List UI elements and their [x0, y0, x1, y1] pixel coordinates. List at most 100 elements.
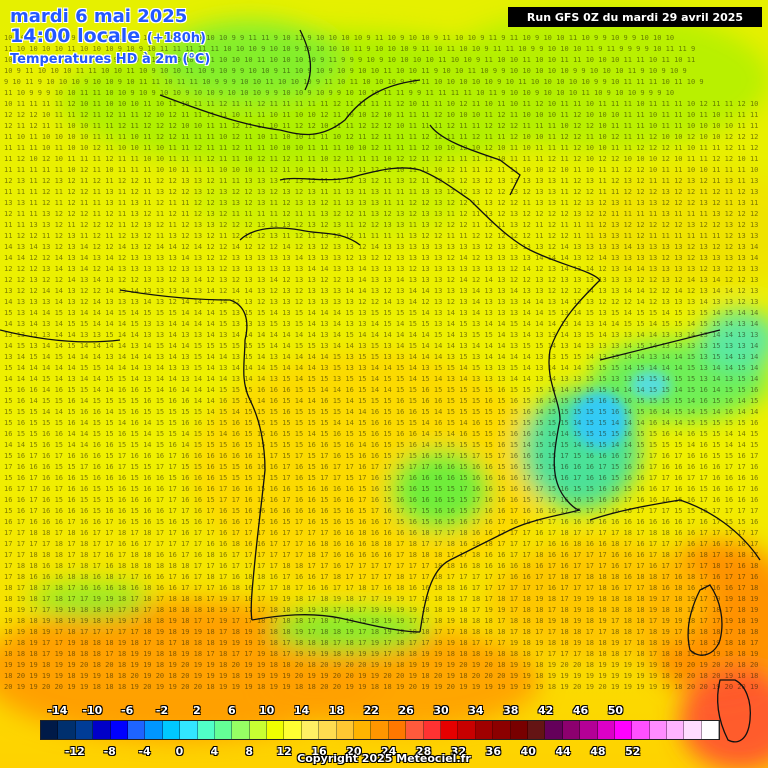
scale-label-bottom: 48: [590, 745, 606, 758]
svg-text:15 13 14 14 15 13 14 14 14 15: 15 13 14 14 15 13 14 14 14 15 14 15 15 1…: [4, 309, 758, 317]
svg-text:11 11 11 12 11 12 12 11 13 11: 11 11 11 12 11 12 12 11 13 11 12 11 13 1…: [4, 188, 758, 196]
scale-swatch: [145, 721, 163, 739]
svg-text:16 17 17 16 17 16 16 15 15 16: 16 17 17 16 17 16 16 15 15 16 15 16 16 1…: [4, 485, 758, 493]
scale-swatch: [354, 721, 372, 739]
scale-label-bottom: 28: [415, 745, 432, 758]
svg-text:10 11 11 11 11 12 10 11 10 10: 10 11 11 11 11 12 10 11 10 10 10 11 10 1…: [4, 100, 758, 108]
svg-text:14 13 14 13 14 15 15 14 14 14: 14 13 14 13 14 15 15 14 14 14 15 13 13 1…: [4, 320, 758, 328]
scale-swatch: [684, 721, 702, 739]
svg-text:12 11 11 13 12 12 12 11 12 11: 12 11 11 13 12 12 12 11 12 11 13 12 11 1…: [4, 210, 758, 218]
scale-swatch: [371, 721, 389, 739]
svg-text:17 18 19 17 17 19 18 18 18 19: 17 18 19 17 17 19 18 18 18 19 18 17 18 1…: [4, 639, 758, 647]
scale-label-top: 30: [433, 704, 449, 717]
svg-text:18 19 17 17 19 19 18 18 19 17: 18 19 17 17 19 19 18 18 19 17 18 17 18 1…: [4, 606, 758, 614]
scale-label-bottom: 4: [210, 745, 219, 758]
scale-swatch: [527, 721, 546, 739]
scale-swatch: [249, 721, 268, 739]
scale-swatch: [336, 721, 355, 739]
scale-swatch: [701, 721, 720, 739]
svg-text:14 13 13 13 14 13 12 14 13 13: 14 13 13 13 14 13 12 14 13 13 13 14 13 1…: [4, 298, 758, 306]
scale-swatch: [58, 721, 76, 739]
scale-swatch: [423, 721, 441, 739]
svg-text:16 15 15 16 16 14 14 15 15 16: 16 15 15 16 16 14 14 15 15 16 15 14 15 1…: [4, 430, 758, 438]
svg-text:11 10 9 9 9 10 10 11 11 10 10: 11 10 9 9 9 10 10 11 11 10 10 9 10 9 10 …: [4, 89, 674, 97]
scale-swatch: [562, 721, 581, 739]
scale-swatch: [267, 721, 285, 739]
scale-label-top: 42: [537, 704, 554, 717]
scale-swatch: [493, 721, 511, 739]
svg-text:14 14 15 16 15 14 14 16 16 15: 14 14 15 16 15 14 14 16 16 15 15 14 15 1…: [4, 441, 758, 449]
field-name: Temperatures HD à 2m (°C): [10, 51, 211, 67]
scale-swatch: [632, 721, 650, 739]
svg-text:14 13 14 13 12 13 14 12 12 14: 14 13 14 13 12 13 14 12 12 14 13 12 14 1…: [4, 243, 758, 251]
scale-swatch: [388, 721, 407, 739]
svg-text:18 17 18 17 18 17 16 16 16 18: 18 17 18 17 18 17 16 16 16 18 16 18 16 1…: [4, 584, 758, 592]
svg-text:15 14 14 14 14 14 15 15 14 14: 15 14 14 14 14 14 15 15 14 14 14 13 14 1…: [4, 364, 758, 372]
svg-text:19 19 19 18 19 19 20 18 20 18: 19 19 19 18 19 19 20 18 20 18 19 19 18 1…: [4, 661, 758, 669]
scale-label-bottom: 20: [346, 745, 362, 758]
svg-text:13 12 12 14 14 13 12 12 14 13: 13 12 12 14 14 13 12 12 14 13 14 13 13 1…: [4, 287, 758, 295]
scale-label-top: -10: [82, 704, 103, 717]
scale-swatch: [41, 721, 59, 739]
scale-swatch: [214, 721, 233, 739]
scale-label-top: -6: [121, 704, 134, 717]
svg-text:12 12 13 12 12 14 13 14 13 12: 12 12 13 12 12 14 13 14 13 12 12 13 13 1…: [4, 276, 758, 284]
scale-label-top: 46: [572, 704, 589, 717]
scale-label-top: 10: [259, 704, 275, 717]
scale-swatch: [232, 721, 250, 739]
scale-label-top: -14: [47, 704, 68, 717]
svg-text:14 14 12 12 14 13 14 13 14 12: 14 14 12 12 14 13 14 13 14 12 13 13 13 1…: [4, 254, 758, 262]
svg-text:10 10 9 9 10 10 9 11 10 10 10: 10 10 9 9 10 10 9 11 10 10 10 11 10 9 10…: [4, 34, 674, 42]
scale-label-top: 6: [227, 704, 236, 717]
scale-label-bottom: 24: [381, 745, 397, 758]
scale-label-bottom: 52: [625, 745, 641, 758]
svg-text:17 18 16 16 16 18 18 16 18 17: 17 18 16 16 16 18 18 16 18 17 17 16 16 1…: [4, 573, 758, 581]
scale-swatch: [440, 721, 459, 739]
scale-swatch: [510, 721, 528, 739]
svg-text:11 11 11 10 11 10 10 12 11 10: 11 11 11 10 11 10 10 12 11 10 10 11 10 1…: [4, 144, 758, 152]
scale-label-bottom: 44: [555, 745, 571, 758]
svg-text:13 13 15 13 14 14 13 13 15 14: 13 13 15 13 14 14 13 13 15 14 14 13 13 1…: [4, 331, 758, 339]
svg-text:13 14 15 14 15 14 14 14 13 14: 13 14 15 14 15 14 14 14 13 14 14 14 13 1…: [4, 353, 758, 361]
scale-swatch: [75, 721, 94, 739]
scale-label-bottom: 40: [520, 745, 536, 758]
scale-swatch: [458, 721, 476, 739]
scale-label-top: 22: [363, 704, 379, 717]
svg-text:12 12 12 10 11 11 12 11 12 11: 12 12 12 10 11 11 12 11 12 11 11 12 10 1…: [4, 111, 758, 119]
svg-text:11 10 10 10 10 11 10 10 10 9 1: 11 10 10 10 10 11 10 10 10 9 10 9 10 11 …: [4, 45, 695, 53]
scale-swatch: [667, 721, 685, 739]
svg-text:14 15 13 14 14 15 14 14 14 14: 14 15 13 14 14 15 14 14 14 14 13 14 15 1…: [4, 342, 758, 350]
svg-text:17 17 18 18 18 17 18 17 16 17: 17 17 18 18 18 17 18 17 16 17 18 18 16 1…: [4, 551, 758, 559]
scale-label-bottom: -12: [64, 745, 85, 758]
svg-text:15 16 14 15 15 16 14 15 15 15: 15 16 14 15 15 16 14 15 15 15 15 16 15 1…: [4, 397, 758, 405]
scale-swatch: [580, 721, 598, 739]
svg-text:15 16 16 14 16 15 15 14 14 16: 15 16 16 14 16 15 15 14 14 16 16 15 14 1…: [4, 386, 758, 394]
run-info-badge: Run GFS 0Z du mardi 29 avril 2025: [508, 7, 762, 27]
coastlines-borders: [0, 29, 761, 743]
scale-label-top: 18: [328, 704, 345, 717]
scale-label-bottom: 0: [175, 745, 184, 758]
svg-text:15 16 15 15 15 16 14 15 15 14: 15 16 15 15 15 16 14 15 15 14 16 14 15 1…: [4, 419, 758, 427]
scale-swatch: [649, 721, 668, 739]
temperature-color-scale: [40, 720, 720, 740]
svg-text:16 16 17 16 15 16 15 15 15 16: 16 16 17 16 15 16 15 15 15 16 16 16 17 1…: [4, 496, 758, 504]
scale-swatch: [110, 721, 128, 739]
scale-swatch: [197, 721, 215, 739]
scale-swatch: [475, 721, 494, 739]
svg-text:17 17 18 18 17 18 16 17 17 18: 17 17 18 18 17 18 16 17 17 18 17 18 17 1…: [4, 529, 758, 537]
copyright-text: Copyright 2025 Meteociel.fr: [297, 752, 471, 765]
scale-label-top: 38: [503, 704, 519, 717]
svg-text:18 20 19 19 19 18 19 19 18 18: 18 20 19 19 19 18 19 19 18 18 20 19 20 1…: [4, 672, 758, 680]
svg-text:18 18 18 17 19 18 18 18 17 18: 18 18 18 17 19 18 18 18 17 18 19 19 18 1…: [4, 650, 758, 658]
scale-swatch: [406, 721, 424, 739]
svg-text:17 17 17 17 18 17 18 17 17 16: 17 17 17 17 18 17 18 17 17 16 16 17 17 1…: [4, 540, 758, 548]
svg-text:11 12 12 11 12 13 11 12 11 12: 11 12 12 11 12 13 11 12 11 12 13 12 11 1…: [4, 232, 758, 240]
scale-label-top: 50: [607, 704, 624, 717]
scale-label-top: 26: [398, 704, 414, 717]
scale-swatch: [614, 721, 633, 739]
svg-text:14 14 14 15 14 13 14 14 15 15: 14 14 14 15 14 13 14 14 15 15 14 13 14 1…: [4, 375, 758, 383]
scale-label-bottom: -8: [103, 745, 116, 758]
svg-text:11 10 11 10 10 10 10 11 11 11: 11 10 11 10 10 10 10 11 11 11 10 11 12 1…: [4, 133, 758, 141]
svg-text:15 15 15 14 14 15 16 16 14 15: 15 15 15 14 14 15 16 16 14 15 16 15 15 1…: [4, 408, 758, 416]
